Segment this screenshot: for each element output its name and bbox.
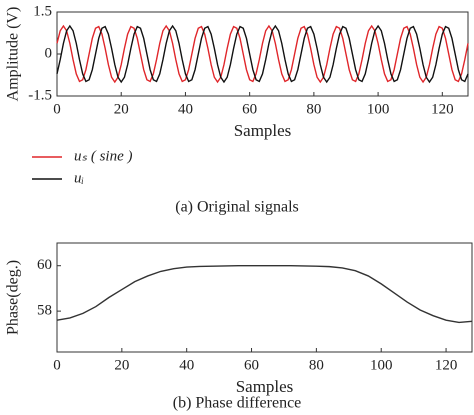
x-tick-label: 60 — [244, 357, 259, 373]
x-tick-label: 0 — [53, 357, 61, 373]
y-axis-label: Phase(deg.) — [5, 260, 22, 335]
series-line — [56, 24, 469, 84]
x-tick-label: 20 — [114, 101, 129, 117]
legend-label: uₛ ( sine ) — [74, 148, 133, 164]
x-tick-label: 100 — [367, 101, 390, 117]
legend-label: uᵢ — [74, 170, 84, 186]
plot-frame — [56, 242, 473, 353]
x-tick-label: 80 — [306, 101, 321, 117]
x-tick-label: 80 — [309, 357, 324, 373]
y-tick-label: 1.5 — [33, 3, 52, 19]
series-line — [56, 265, 473, 324]
x-tick-label: 0 — [53, 101, 61, 117]
caption: (b) Phase difference — [173, 395, 302, 412]
y-tick-label: 58 — [37, 303, 52, 319]
plot-frame — [56, 11, 469, 97]
x-tick-label: 40 — [179, 357, 194, 373]
x-tick-label: 120 — [431, 101, 454, 117]
x-axis-label: Samples — [234, 121, 292, 140]
y-axis-label: Amplitude (V) — [5, 7, 22, 102]
y-tick-label: -1.5 — [28, 87, 52, 103]
x-tick-label: 100 — [370, 357, 393, 373]
series-line — [56, 24, 469, 84]
y-tick-label: 60 — [37, 257, 52, 273]
x-tick-label: 20 — [114, 357, 129, 373]
x-tick-label: 60 — [242, 101, 257, 117]
x-tick-label: 40 — [178, 101, 193, 117]
x-axis-label: Samples — [236, 377, 294, 396]
x-tick-label: 120 — [435, 357, 458, 373]
y-tick-label: 0 — [45, 45, 53, 61]
caption: (a) Original signals — [175, 199, 299, 216]
